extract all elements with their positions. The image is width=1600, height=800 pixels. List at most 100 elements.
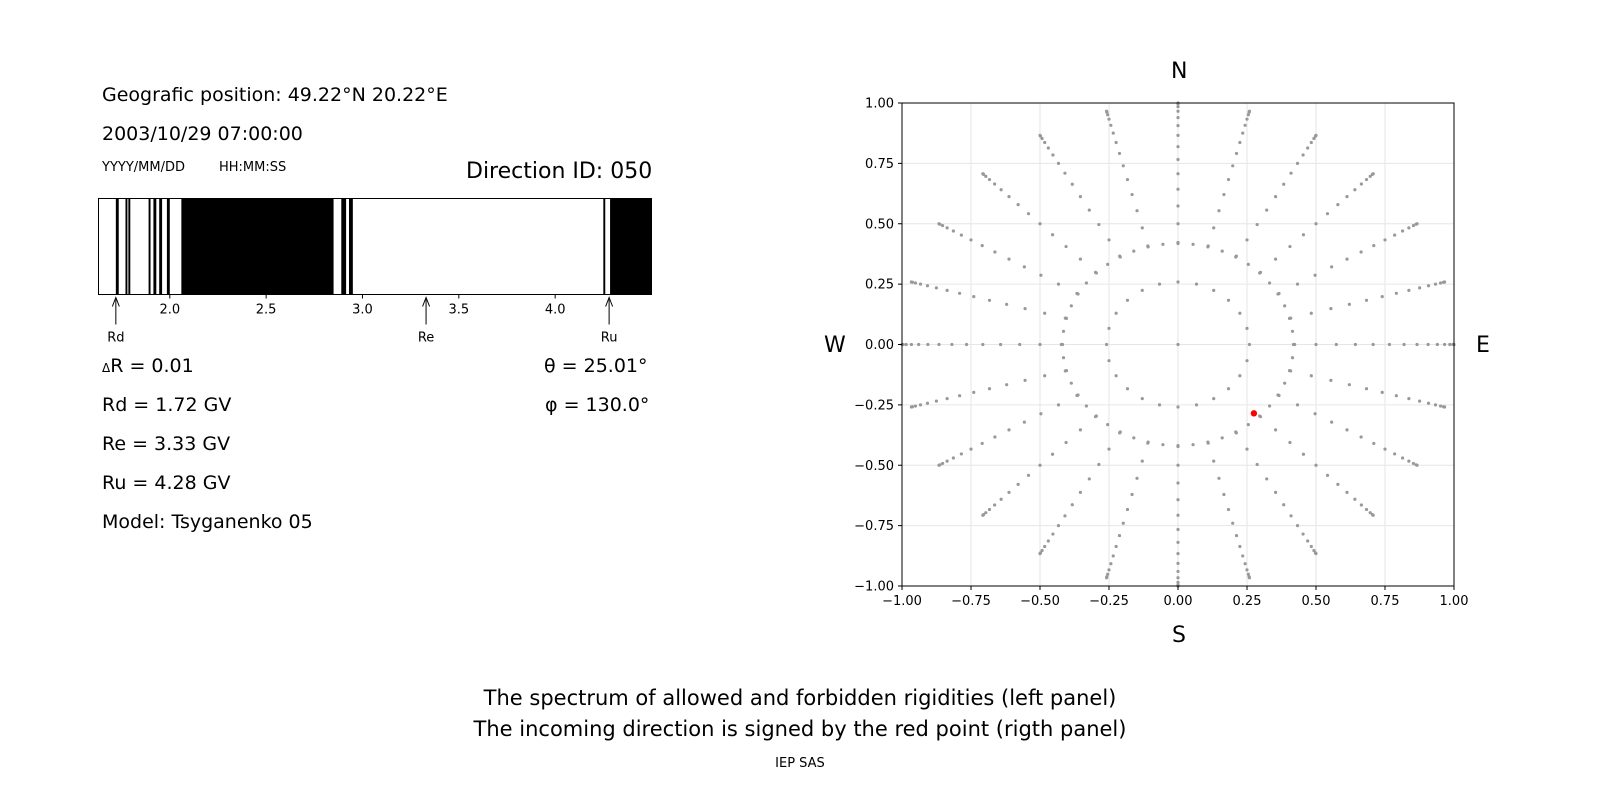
direction-grid-point bbox=[981, 172, 985, 176]
direction-grid-point bbox=[1105, 575, 1109, 579]
direction-grid-point bbox=[1234, 533, 1239, 538]
direction-grid-point bbox=[998, 342, 1003, 347]
direction-grid-point bbox=[1118, 430, 1122, 434]
delta-r-text: R = 0.01 bbox=[110, 355, 194, 377]
direction-grid-point bbox=[925, 401, 930, 405]
direction-grid-point bbox=[1064, 244, 1068, 249]
direction-grid-point bbox=[1094, 271, 1098, 275]
direction-grid-point bbox=[1026, 212, 1031, 216]
direction-grid-point bbox=[1442, 342, 1447, 347]
direction-grid-point bbox=[1364, 177, 1369, 182]
direction-grid-point bbox=[1243, 562, 1247, 566]
direction-grid-point bbox=[950, 342, 954, 347]
direction-grid-point bbox=[938, 222, 942, 226]
direction-grid-point bbox=[1287, 369, 1292, 373]
direction-grid-point bbox=[1273, 195, 1278, 199]
direction-grid-point bbox=[1295, 403, 1300, 407]
direction-grid-point bbox=[1018, 342, 1022, 347]
direction-grid-point bbox=[1426, 342, 1430, 347]
direction-grid-point bbox=[1022, 265, 1026, 269]
datetime: 2003/10/29 07:00:00 bbox=[102, 123, 303, 145]
direction-grid-point bbox=[1226, 298, 1231, 302]
theta-value: θ = 25.01° bbox=[544, 355, 648, 377]
direction-grid-point bbox=[951, 456, 955, 460]
direction-grid-point bbox=[1060, 342, 1065, 347]
direction-grid-point bbox=[909, 405, 914, 409]
direction-grid-point bbox=[1289, 369, 1293, 373]
direction-grid-point bbox=[1283, 381, 1287, 385]
time-format-label: HH:MM:SS bbox=[219, 160, 287, 175]
direction-grid-point bbox=[1359, 435, 1363, 439]
direction-grid-point bbox=[1109, 562, 1113, 566]
direction-grid-point bbox=[1084, 281, 1088, 285]
direction-grid-point bbox=[1176, 102, 1180, 106]
direction-grid-point bbox=[1370, 172, 1375, 176]
direction-grid-point bbox=[1064, 369, 1069, 373]
direction-grid-point bbox=[1038, 133, 1042, 137]
direction-grid-point bbox=[1176, 540, 1180, 544]
direction-grid-point bbox=[1056, 161, 1061, 165]
direction-grid-point bbox=[984, 511, 988, 515]
west-label: W bbox=[824, 333, 846, 358]
direction-grid-point bbox=[1393, 452, 1397, 456]
direction-grid-point bbox=[1212, 288, 1216, 292]
y-tick-label: 0.00 bbox=[865, 338, 894, 353]
direction-grid-point bbox=[1245, 447, 1249, 451]
forbidden-band bbox=[115, 198, 119, 295]
direction-grid-point bbox=[1268, 281, 1272, 285]
direction-grid-point bbox=[1288, 244, 1292, 249]
direction-grid-point bbox=[1176, 157, 1180, 162]
direction-grid-point bbox=[1206, 440, 1210, 444]
direction-grid-point bbox=[1194, 403, 1199, 407]
direction-grid-point bbox=[1433, 282, 1438, 286]
direction-grid-point bbox=[1258, 415, 1263, 419]
direction-grid-point bbox=[1312, 136, 1316, 141]
direction-grid-point bbox=[937, 342, 941, 347]
direction-grid-point bbox=[1402, 342, 1406, 347]
direction-grid-point bbox=[1097, 222, 1101, 227]
marker-arrow-head bbox=[605, 296, 614, 307]
direction-grid-point bbox=[1212, 397, 1216, 401]
direction-grid-point bbox=[1301, 153, 1305, 157]
direction-grid-point bbox=[1056, 403, 1061, 407]
direction-grid-point bbox=[1451, 342, 1455, 347]
direction-grid-point bbox=[959, 233, 963, 237]
direction-grid-point bbox=[918, 403, 923, 407]
direction-grid-point bbox=[1078, 195, 1083, 199]
direction-grid-point bbox=[1345, 257, 1349, 261]
direction-grid-point bbox=[1325, 473, 1330, 477]
direction-grid-point bbox=[980, 441, 984, 446]
direction-grid-point bbox=[1176, 444, 1180, 449]
direction-grid-point bbox=[1106, 113, 1110, 117]
direction-grid-point bbox=[1245, 326, 1249, 330]
direction-grid-point bbox=[1234, 431, 1238, 435]
delta-symbol: Δ bbox=[102, 361, 111, 375]
direction-grid-point bbox=[1061, 356, 1066, 360]
direction-grid-point bbox=[1176, 584, 1180, 588]
incoming-direction-point bbox=[1250, 410, 1258, 417]
direction-grid-point bbox=[1238, 374, 1242, 378]
direction-grid-point bbox=[1176, 527, 1180, 532]
direction-grid-point bbox=[1383, 238, 1387, 242]
x-tick-label: 2.5 bbox=[256, 303, 277, 318]
direction-grid-point bbox=[1306, 146, 1310, 150]
direction-grid-point bbox=[910, 405, 915, 409]
direction-grid-point bbox=[1345, 490, 1349, 494]
direction-grid-point bbox=[937, 463, 941, 467]
direction-grid-point bbox=[1441, 405, 1446, 409]
direction-grid-point bbox=[1289, 514, 1293, 518]
direction-grid-point bbox=[1336, 482, 1340, 486]
direction-grid-point bbox=[1191, 443, 1195, 447]
direction-grid-point bbox=[1176, 124, 1180, 128]
marker-arrow-head bbox=[111, 296, 120, 307]
direction-grid-point bbox=[1087, 208, 1091, 212]
direction-grid-point bbox=[1016, 203, 1020, 207]
direction-grid-point bbox=[1107, 326, 1111, 330]
direction-grid-point bbox=[1051, 153, 1055, 157]
direction-grid-point bbox=[1291, 342, 1296, 347]
direction-grid-point bbox=[1407, 397, 1411, 401]
direction-grid-point bbox=[1401, 229, 1405, 233]
direction-grid-point bbox=[1246, 572, 1250, 576]
direction-grid-point bbox=[1433, 403, 1438, 407]
forbidden-band bbox=[603, 198, 606, 295]
